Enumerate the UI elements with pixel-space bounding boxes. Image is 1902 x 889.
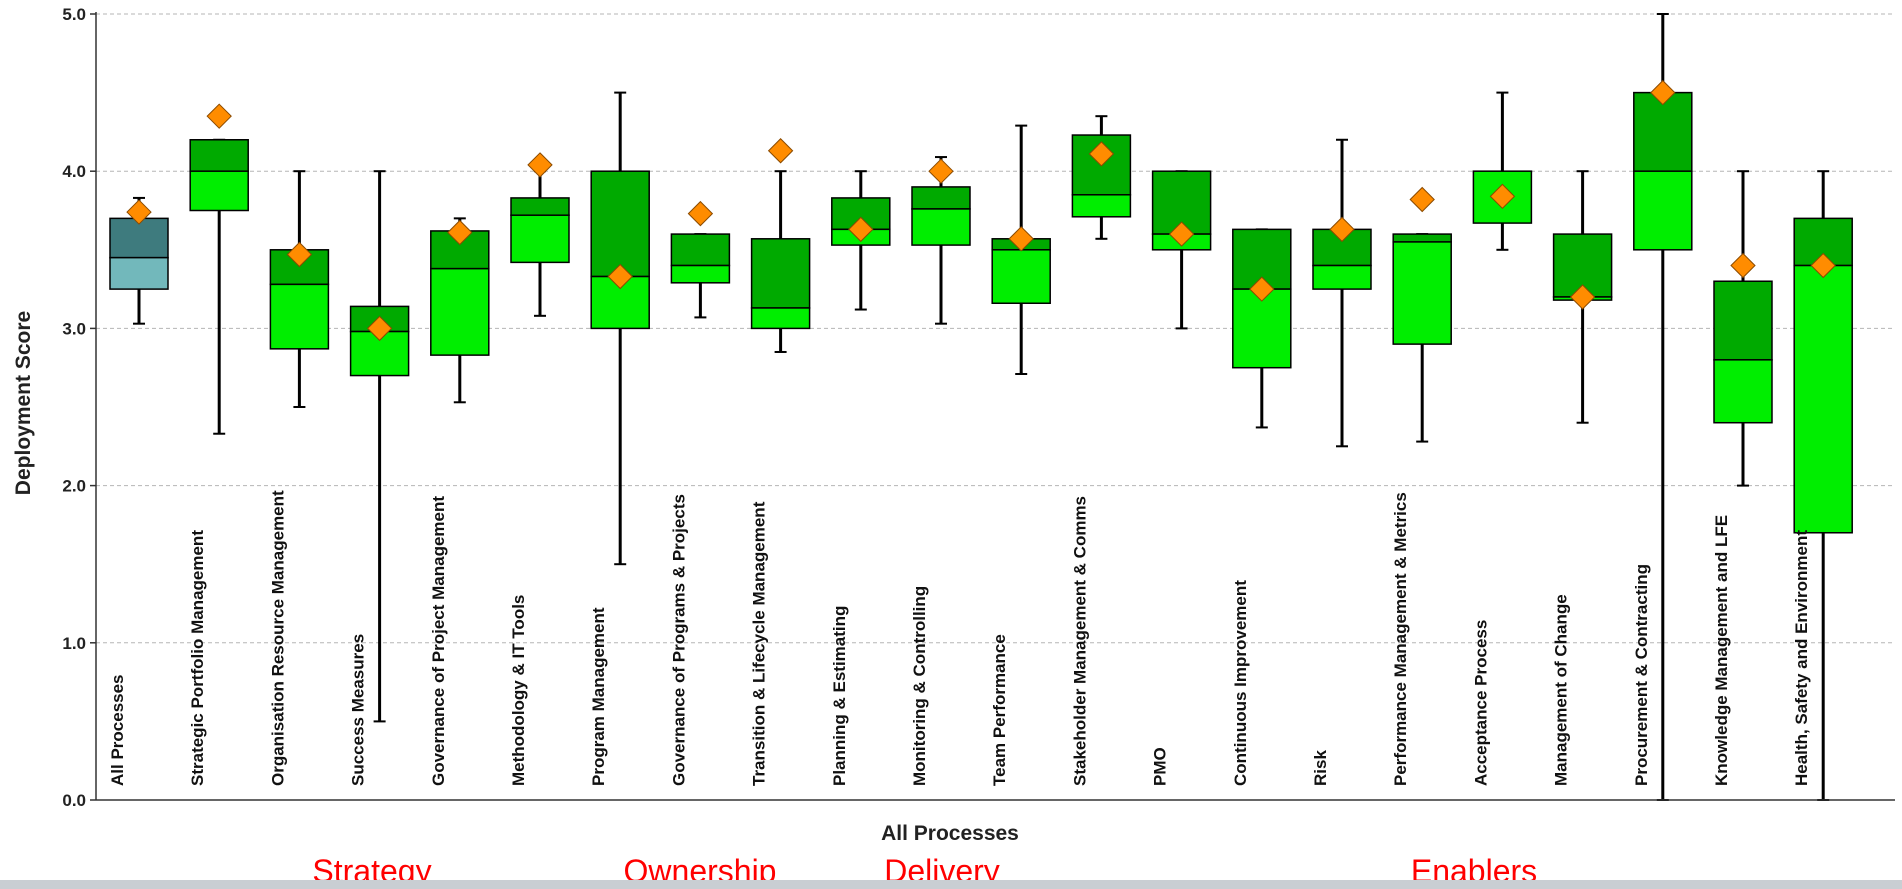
mean-marker	[1810, 252, 1836, 279]
box-lower	[1793, 264, 1853, 534]
category-label: Transition & Lifecycle Management	[750, 501, 769, 786]
x-axis-title: All Processes	[881, 822, 1019, 845]
mean-marker	[447, 219, 473, 246]
box-lower	[1633, 170, 1693, 251]
mean-marker	[1409, 186, 1435, 213]
y-tick-label: 1.0	[62, 634, 86, 653]
mean-marker	[1088, 141, 1115, 167]
mean-markers	[126, 79, 1836, 342]
mean-marker	[1249, 276, 1275, 302]
category-label: Organisation Resource Management	[268, 490, 287, 786]
category-label: Knowledge Management and LFE	[1712, 515, 1731, 786]
category-label: Stakeholder Management & Comms	[1070, 496, 1089, 786]
category-label: Health, Safety and Environment	[1792, 530, 1811, 786]
y-tick-labels: 0.0 1.0 2.0 3.0 4.0 5.0	[62, 5, 86, 810]
box-upper	[590, 170, 650, 278]
category-label: Monitoring & Controlling	[910, 586, 929, 786]
category-labels: All Processes Strategic Portfolio Managem…	[108, 490, 1811, 786]
category-label: Program Management	[589, 607, 608, 786]
boxes	[109, 91, 1853, 534]
whiskers	[133, 13, 1830, 801]
box-upper	[1392, 233, 1452, 243]
box-lower	[269, 283, 330, 350]
box-upper	[510, 197, 570, 216]
category-label: Planning & Estimating	[830, 606, 849, 786]
y-axis-title: Deployment Score	[12, 311, 35, 495]
category-label: Continuous Improvement	[1231, 580, 1250, 786]
mean-marker	[1168, 221, 1195, 247]
mean-marker	[527, 152, 553, 178]
mean-marker	[366, 315, 393, 342]
box-lower	[1312, 264, 1372, 290]
grid-lines	[96, 13, 1895, 644]
box-upper	[109, 217, 169, 259]
mean-marker	[1569, 284, 1596, 310]
category-label: Procurement & Contracting	[1632, 564, 1651, 786]
category-label: Methodology & IT Tools	[509, 595, 528, 786]
box-lower	[189, 170, 249, 212]
mean-marker	[607, 263, 633, 290]
category-label: Performance Management & Metrics	[1391, 492, 1410, 786]
mean-marker	[1650, 79, 1676, 106]
mean-marker	[767, 138, 794, 164]
y-tick-label: 2.0	[62, 477, 86, 496]
box-lower	[991, 249, 1051, 304]
category-label: Strategic Portfolio Management	[188, 530, 207, 786]
box-upper	[750, 238, 811, 309]
category-label: Acceptance Process	[1471, 620, 1490, 786]
box-upper	[1713, 280, 1773, 361]
mean-marker	[1329, 216, 1355, 243]
mean-marker	[1008, 226, 1034, 252]
bottom-band	[0, 880, 1902, 889]
box-lower	[1071, 194, 1132, 218]
mean-marker	[928, 158, 954, 184]
mean-marker	[126, 199, 152, 225]
box-lower	[430, 267, 490, 356]
category-label: All Processes	[108, 674, 127, 786]
mean-marker	[286, 241, 313, 268]
box-upper	[189, 139, 249, 172]
box-upper	[831, 197, 891, 231]
mean-marker	[848, 216, 874, 243]
category-label: Success Measures	[349, 634, 368, 786]
mean-marker	[1730, 252, 1756, 279]
category-label: PMO	[1151, 747, 1170, 786]
category-label: Governance of Project Management	[429, 496, 448, 786]
box-lower	[510, 214, 570, 264]
mean-marker	[206, 103, 232, 129]
box-lower	[109, 256, 169, 290]
box-lower	[911, 208, 971, 246]
y-tick-label: 5.0	[62, 5, 86, 24]
mean-marker	[687, 200, 714, 227]
box-upper	[1232, 228, 1292, 290]
box-lower	[1392, 241, 1452, 345]
y-tick-label: 3.0	[62, 319, 86, 338]
category-label: Risk	[1311, 750, 1330, 786]
mean-marker	[1489, 183, 1516, 210]
box-upper	[911, 186, 971, 210]
box-lower	[670, 264, 731, 284]
box-lower	[750, 307, 811, 330]
box-lower	[1232, 288, 1292, 369]
axes	[90, 12, 1895, 801]
category-label: Governance of Programs & Projects	[669, 494, 688, 786]
box-upper	[670, 233, 731, 267]
y-tick-label: 4.0	[62, 162, 86, 181]
category-label: Team Performance	[990, 634, 1009, 786]
category-label: Management of Change	[1552, 594, 1571, 786]
box-lower	[1713, 359, 1773, 424]
y-tick-label: 0.0	[62, 791, 86, 810]
